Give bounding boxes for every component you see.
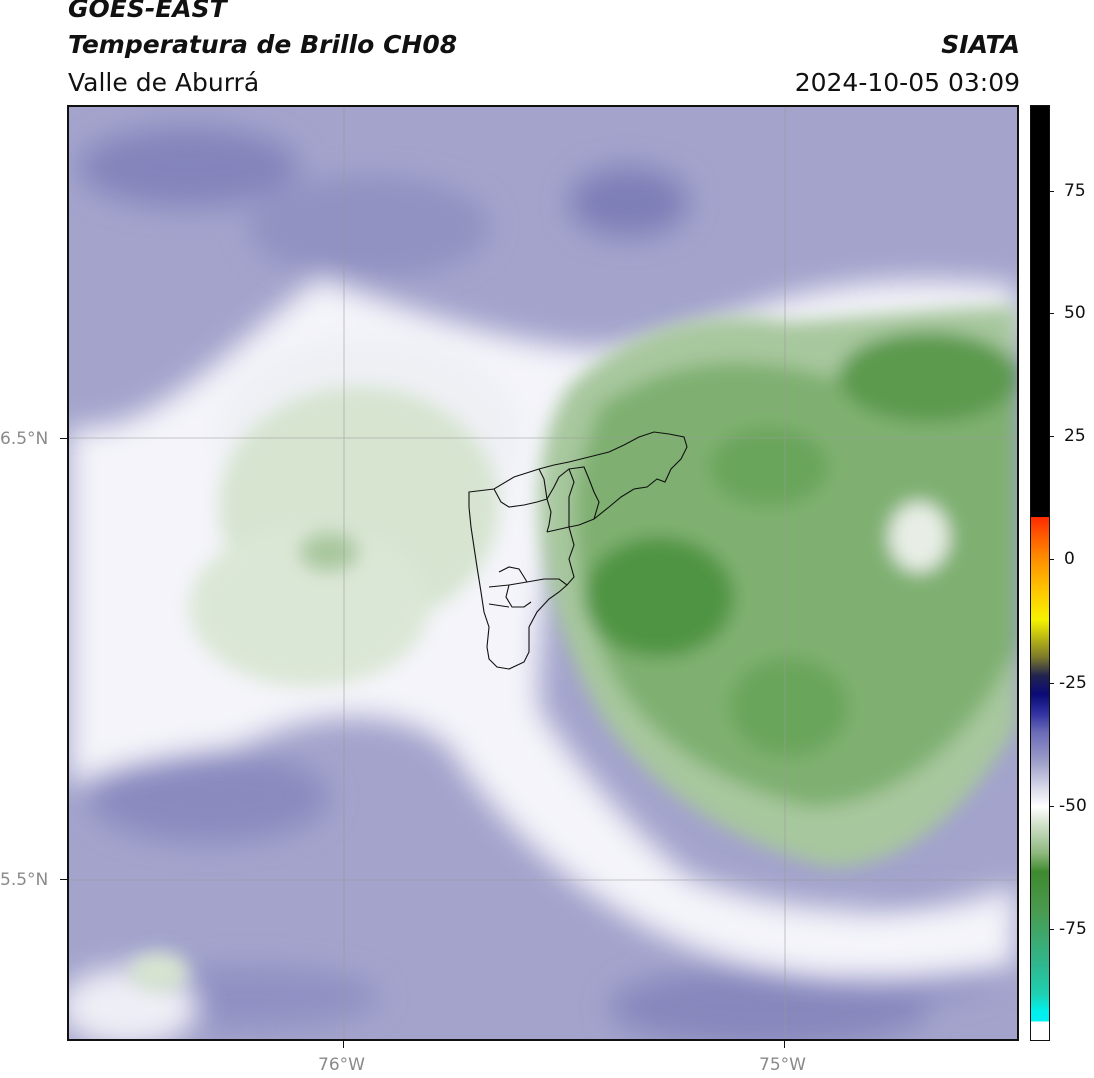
lon-label-75w: 75°W [759, 1055, 806, 1075]
colorbar-label-50: 50 [1064, 303, 1086, 323]
lat-tick-5-5 [60, 879, 67, 880]
colorbar-label-minus75: -75 [1059, 919, 1087, 939]
colorbar-tick-75 [1049, 191, 1054, 192]
colorbar-label-75: 75 [1064, 181, 1086, 201]
datetime-label: 2024-10-05 03:09 [794, 68, 1020, 97]
colorbar-label-0: 0 [1064, 549, 1075, 569]
map-canvas [69, 107, 1017, 1039]
colorbar-tick-minus50 [1049, 806, 1054, 807]
colorbar-label-minus25: -25 [1059, 673, 1087, 693]
lat-label-6-5: 6.5°N [0, 429, 49, 449]
product-title: Temperatura de Brillo CH08 [68, 30, 458, 59]
green-storm-region [539, 307, 1017, 867]
lat-tick-6-5 [60, 438, 67, 439]
colorbar-tick-minus25 [1049, 683, 1054, 684]
aburra-valley-boundary [468, 431, 688, 670]
temperature-colorbar [1030, 105, 1050, 1041]
colorbar-tick-50 [1049, 313, 1054, 314]
lon-tick-75w [784, 1041, 785, 1048]
colorbar-tick-0 [1049, 559, 1054, 560]
brightness-temperature-map [67, 105, 1019, 1041]
colorbar-label-25: 25 [1064, 426, 1086, 446]
map-gridlines [69, 107, 1017, 1039]
satellite-title: GOES-EAST [68, 0, 227, 23]
lat-label-5-5: 5.5°N [0, 870, 49, 890]
region-subtitle: Valle de Aburrá [68, 68, 260, 97]
light-green-region [129, 387, 499, 992]
colorbar-label-minus50: -50 [1059, 796, 1087, 816]
lon-label-76w: 76°W [318, 1055, 365, 1075]
lon-tick-76w [343, 1041, 344, 1048]
colorbar-tick-minus75 [1049, 929, 1054, 930]
colorbar-tick-25 [1049, 436, 1054, 437]
org-title: SIATA [941, 30, 1020, 59]
